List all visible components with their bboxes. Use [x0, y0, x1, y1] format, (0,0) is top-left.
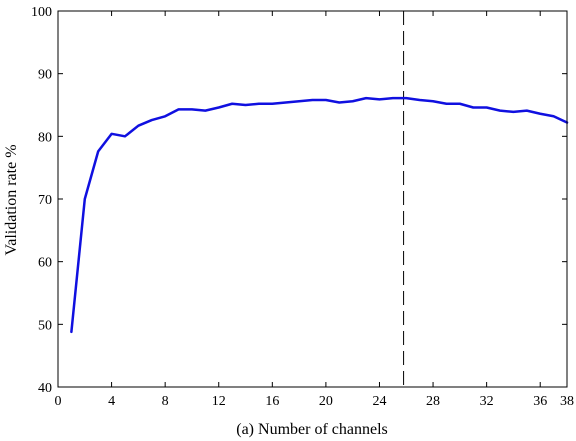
y-tick-label: 40	[38, 381, 52, 396]
y-axis-label: Validation rate %	[3, 144, 20, 255]
x-tick-label: 32	[480, 394, 494, 409]
y-axis: 40 50 60 70 80 90 100	[31, 5, 567, 396]
x-tick-label: 28	[426, 394, 440, 409]
series-layer	[70, 96, 569, 334]
plot-background	[58, 11, 567, 387]
y-tick-label: 100	[31, 5, 52, 20]
x-tick-label: 8	[162, 394, 169, 409]
y-tick-label: 90	[38, 68, 52, 83]
y-tick-label: 50	[38, 318, 52, 333]
x-tick-label: 16	[265, 394, 279, 409]
x-tick-label: 0	[55, 394, 62, 409]
y-tick-label: 60	[38, 256, 52, 271]
x-tick-label: 20	[319, 394, 333, 409]
x-tick-label: 12	[212, 394, 226, 409]
x-axis-label: (a) Number of channels	[236, 421, 388, 438]
x-tick-label: 36	[533, 394, 547, 409]
x-tick-label: 38	[560, 394, 574, 409]
plot-area	[58, 11, 567, 387]
series-line-0	[70, 96, 569, 334]
x-axis: 0 4 8 12 16 20 24 28 32 36 38	[55, 11, 574, 409]
y-tick-label: 80	[38, 130, 52, 145]
y-tick-label: 70	[38, 193, 52, 208]
x-tick-label: 4	[108, 394, 115, 409]
x-tick-label: 24	[372, 394, 386, 409]
